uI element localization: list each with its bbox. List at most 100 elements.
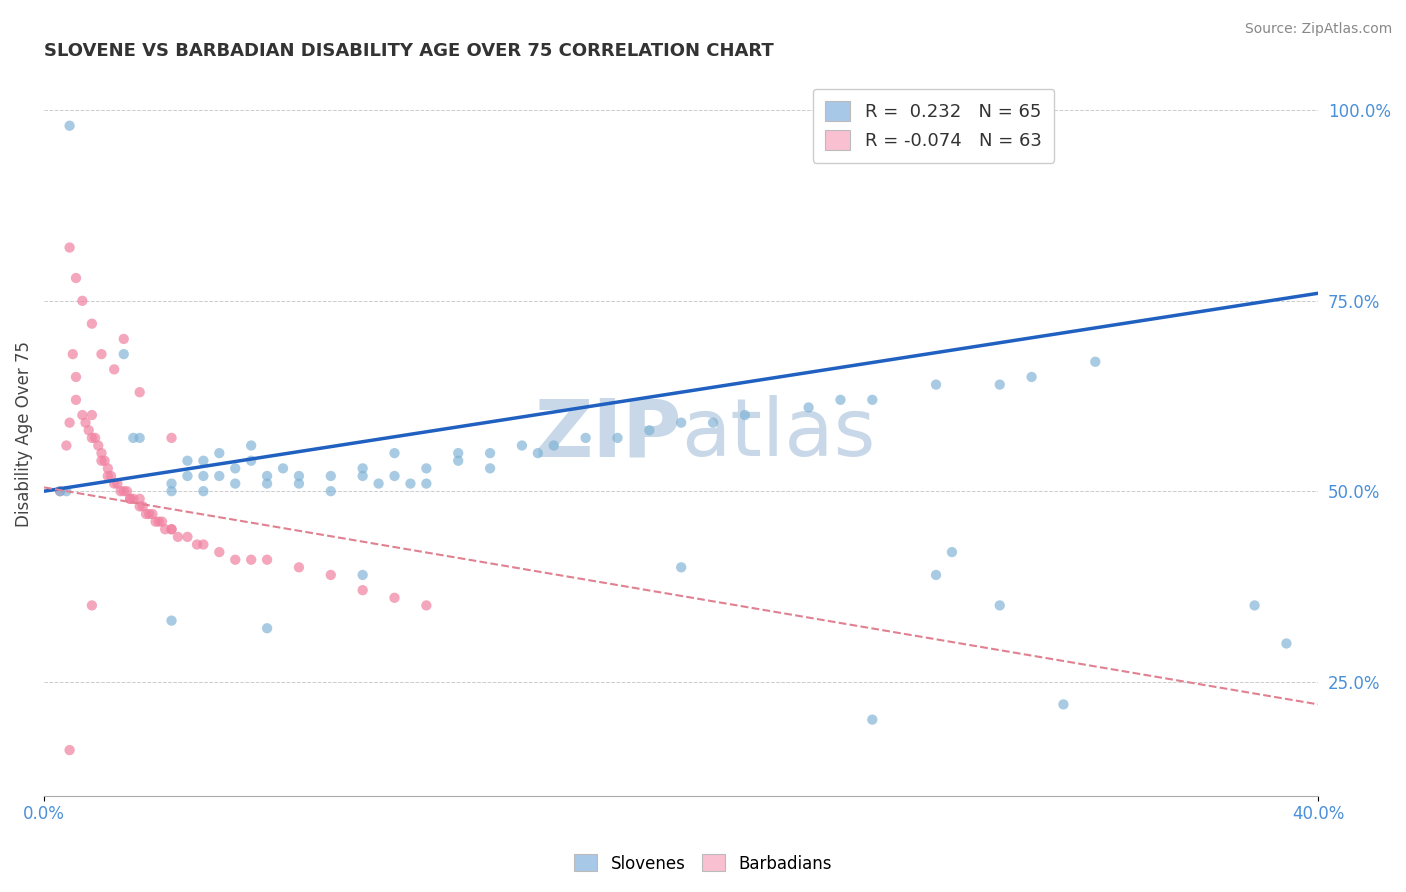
- Point: [55, 484, 77, 499]
- Point: [319, 469, 342, 483]
- Point: [58, 416, 80, 430]
- Point: [110, 484, 132, 499]
- Point: [860, 392, 883, 407]
- Point: [72, 293, 94, 308]
- Point: [193, 484, 215, 499]
- Point: [1243, 599, 1265, 613]
- Point: [128, 491, 150, 506]
- Point: [352, 469, 374, 483]
- Point: [72, 408, 94, 422]
- Point: [256, 621, 278, 635]
- Point: [160, 614, 183, 628]
- Point: [830, 392, 852, 407]
- Point: [240, 454, 263, 468]
- Point: [132, 500, 155, 514]
- Point: [240, 438, 263, 452]
- Point: [65, 271, 87, 285]
- Point: [84, 431, 107, 445]
- Point: [148, 515, 170, 529]
- Point: [208, 446, 231, 460]
- Text: Source: ZipAtlas.com: Source: ZipAtlas.com: [1244, 22, 1392, 37]
- Point: [115, 484, 138, 499]
- Point: [208, 545, 231, 559]
- Point: [58, 119, 80, 133]
- Point: [90, 454, 112, 468]
- Point: [606, 431, 628, 445]
- Point: [224, 552, 246, 566]
- Point: [122, 431, 145, 445]
- Point: [65, 392, 87, 407]
- Point: [925, 568, 948, 582]
- Point: [543, 438, 565, 452]
- Point: [141, 507, 163, 521]
- Point: [193, 537, 215, 551]
- Point: [384, 446, 406, 460]
- Point: [58, 743, 80, 757]
- Point: [384, 469, 406, 483]
- Point: [734, 408, 756, 422]
- Point: [176, 469, 198, 483]
- Point: [80, 431, 103, 445]
- Point: [112, 484, 135, 499]
- Point: [105, 476, 128, 491]
- Y-axis label: Disability Age Over 75: Disability Age Over 75: [15, 341, 32, 527]
- Point: [271, 461, 294, 475]
- Point: [479, 446, 502, 460]
- Point: [527, 446, 550, 460]
- Point: [352, 583, 374, 598]
- Legend: R =  0.232   N = 65, R = -0.074   N = 63: R = 0.232 N = 65, R = -0.074 N = 63: [813, 88, 1054, 162]
- Point: [193, 454, 215, 468]
- Point: [384, 591, 406, 605]
- Point: [352, 461, 374, 475]
- Point: [80, 317, 103, 331]
- Point: [75, 416, 97, 430]
- Point: [1052, 698, 1074, 712]
- Point: [415, 476, 437, 491]
- Point: [160, 431, 183, 445]
- Point: [797, 401, 820, 415]
- Point: [49, 484, 72, 499]
- Point: [860, 713, 883, 727]
- Point: [575, 431, 598, 445]
- Point: [447, 446, 470, 460]
- Point: [256, 476, 278, 491]
- Point: [103, 362, 125, 376]
- Point: [1021, 370, 1043, 384]
- Point: [1084, 355, 1107, 369]
- Point: [176, 454, 198, 468]
- Point: [77, 423, 100, 437]
- Point: [153, 522, 176, 536]
- Point: [224, 461, 246, 475]
- Text: SLOVENE VS BARBADIAN DISABILITY AGE OVER 75 CORRELATION CHART: SLOVENE VS BARBADIAN DISABILITY AGE OVER…: [44, 42, 773, 60]
- Point: [145, 515, 167, 529]
- Point: [112, 347, 135, 361]
- Point: [128, 500, 150, 514]
- Point: [415, 599, 437, 613]
- Point: [288, 560, 311, 574]
- Point: [167, 530, 190, 544]
- Point: [988, 599, 1011, 613]
- Point: [128, 385, 150, 400]
- Point: [415, 461, 437, 475]
- Point: [224, 476, 246, 491]
- Point: [288, 469, 311, 483]
- Point: [319, 484, 342, 499]
- Legend: Slovenes, Barbadians: Slovenes, Barbadians: [567, 847, 839, 880]
- Point: [90, 347, 112, 361]
- Point: [150, 515, 173, 529]
- Point: [925, 377, 948, 392]
- Point: [176, 530, 198, 544]
- Point: [669, 416, 692, 430]
- Point: [193, 469, 215, 483]
- Point: [97, 469, 120, 483]
- Point: [447, 454, 470, 468]
- Point: [135, 507, 157, 521]
- Point: [80, 599, 103, 613]
- Point: [87, 438, 110, 452]
- Point: [288, 476, 311, 491]
- Point: [510, 438, 533, 452]
- Point: [120, 491, 142, 506]
- Point: [319, 568, 342, 582]
- Point: [93, 454, 115, 468]
- Point: [100, 469, 122, 483]
